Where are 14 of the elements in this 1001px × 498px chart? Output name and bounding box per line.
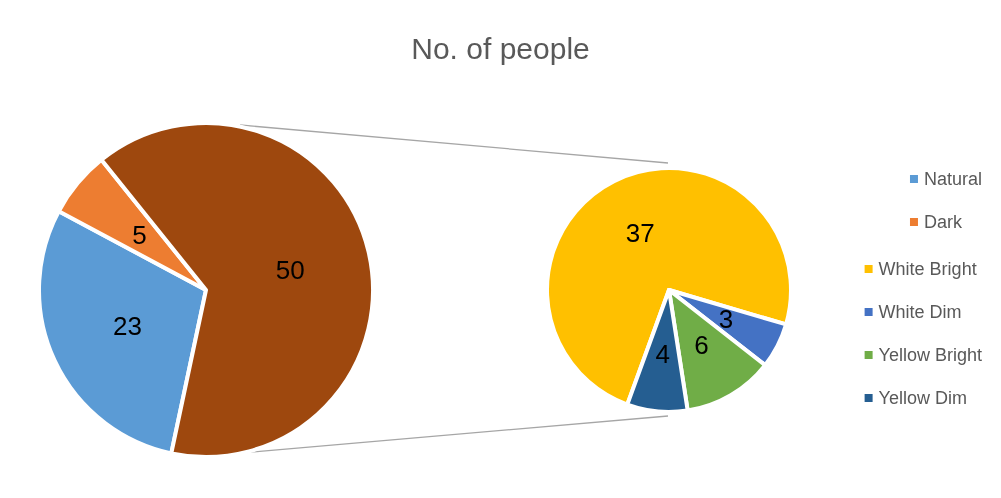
legend-label: White Dim	[878, 302, 962, 322]
data-label: 6	[694, 330, 709, 361]
data-label: 5	[132, 219, 147, 250]
data-label: 4	[655, 338, 670, 369]
data-label: 50	[275, 254, 305, 285]
legend-label: White Bright	[878, 259, 977, 279]
chart-title: No. of people	[411, 31, 590, 65]
data-label: 23	[113, 311, 143, 342]
legend-label: Natural	[923, 169, 983, 189]
data-label: 3	[718, 304, 734, 335]
legend-label: Dark	[923, 212, 963, 232]
legend-label: Yellow Dim	[878, 388, 967, 408]
legend-label: Yellow Bright	[878, 345, 983, 365]
data-label: 37	[625, 217, 655, 248]
